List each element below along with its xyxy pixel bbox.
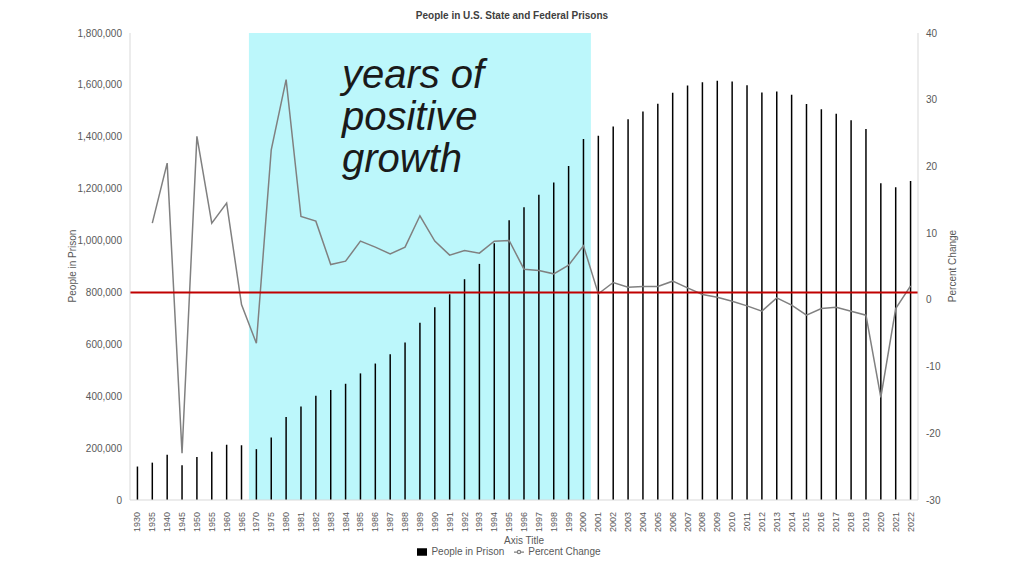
svg-text:1988: 1988 <box>400 512 410 532</box>
svg-text:20: 20 <box>926 161 938 172</box>
svg-text:1989: 1989 <box>415 512 425 532</box>
svg-text:1992: 1992 <box>460 512 470 532</box>
svg-text:2011: 2011 <box>742 512 752 531</box>
svg-text:1994: 1994 <box>489 512 499 532</box>
svg-text:2010: 2010 <box>727 512 737 532</box>
svg-text:1995: 1995 <box>504 512 514 532</box>
html-text:People in Prison: People in Prison <box>431 546 505 557</box>
svg-text:2021: 2021 <box>891 512 901 532</box>
html-text:Percent Change: Percent Change <box>946 229 958 303</box>
svg-text:200,000: 200,000 <box>86 443 123 454</box>
svg-text:2009: 2009 <box>712 512 722 532</box>
svg-text:-10: -10 <box>926 361 941 372</box>
svg-text:1990: 1990 <box>430 512 440 532</box>
svg-text:1996: 1996 <box>519 512 529 532</box>
svg-text:1,000,000: 1,000,000 <box>78 235 123 246</box>
svg-text:2014: 2014 <box>787 512 797 532</box>
svg-text:2005: 2005 <box>653 512 663 532</box>
svg-text:1986: 1986 <box>370 512 380 532</box>
svg-text:2019: 2019 <box>861 512 871 532</box>
svg-text:1965: 1965 <box>237 512 247 532</box>
svg-text:2004: 2004 <box>638 512 648 532</box>
svg-text:2012: 2012 <box>757 512 767 532</box>
html-text:People in Prison: People in Prison <box>66 229 78 303</box>
svg-text:2016: 2016 <box>816 512 826 532</box>
svg-text:1985: 1985 <box>355 512 365 532</box>
svg-text:2022: 2022 <box>906 512 916 532</box>
svg-text:2020: 2020 <box>876 512 886 532</box>
html-text:People in U.S. State and Feder: People in U.S. State and Federal Prisons <box>415 10 609 21</box>
svg-text:positive: positive <box>341 94 478 138</box>
svg-text:1983: 1983 <box>326 512 336 532</box>
html-text:Percent Change: Percent Change <box>528 546 601 557</box>
svg-text:growth: growth <box>342 136 462 180</box>
svg-text:40: 40 <box>926 28 938 39</box>
svg-text:1,200,000: 1,200,000 <box>78 183 123 194</box>
svg-text:1993: 1993 <box>474 512 484 532</box>
svg-text:0: 0 <box>116 495 122 506</box>
svg-text:1997: 1997 <box>534 512 544 532</box>
svg-text:1981: 1981 <box>296 512 306 532</box>
svg-text:1955: 1955 <box>207 512 217 532</box>
svg-text:2015: 2015 <box>801 512 811 532</box>
svg-text:1984: 1984 <box>341 512 351 532</box>
svg-text:1,800,000: 1,800,000 <box>78 28 123 39</box>
svg-text:1999: 1999 <box>564 512 574 532</box>
svg-text:2018: 2018 <box>846 512 856 532</box>
svg-text:1970: 1970 <box>251 512 261 532</box>
svg-text:years of: years of <box>339 52 488 96</box>
svg-text:-20: -20 <box>926 428 941 439</box>
svg-text:400,000: 400,000 <box>86 391 123 402</box>
svg-text:2006: 2006 <box>668 512 678 532</box>
svg-text:1991: 1991 <box>445 512 455 532</box>
svg-text:1,600,000: 1,600,000 <box>78 79 123 90</box>
svg-text:1940: 1940 <box>162 512 172 532</box>
svg-text:1945: 1945 <box>177 512 187 532</box>
svg-text:Axis Title: Axis Title <box>504 535 544 546</box>
svg-text:2007: 2007 <box>683 512 693 532</box>
svg-text:2000: 2000 <box>578 512 588 532</box>
svg-text:10: 10 <box>926 228 938 239</box>
svg-text:800,000: 800,000 <box>86 287 123 298</box>
svg-text:1,400,000: 1,400,000 <box>78 131 123 142</box>
svg-text:1980: 1980 <box>281 512 291 532</box>
svg-text:1982: 1982 <box>311 512 321 532</box>
svg-text:2008: 2008 <box>697 512 707 532</box>
svg-text:1987: 1987 <box>385 512 395 532</box>
svg-text:2013: 2013 <box>772 512 782 532</box>
svg-text:1935: 1935 <box>147 512 157 532</box>
svg-text:-30: -30 <box>926 495 941 506</box>
svg-text:1975: 1975 <box>266 512 276 532</box>
svg-text:2017: 2017 <box>831 512 841 532</box>
svg-text:2001: 2001 <box>593 512 603 532</box>
svg-text:2002: 2002 <box>608 512 618 532</box>
svg-text:30: 30 <box>926 94 938 105</box>
svg-text:0: 0 <box>926 294 932 305</box>
svg-text:2003: 2003 <box>623 512 633 532</box>
svg-text:1950: 1950 <box>192 512 202 532</box>
svg-text:1998: 1998 <box>549 512 559 532</box>
svg-text:1930: 1930 <box>132 512 142 532</box>
svg-text:1960: 1960 <box>222 512 232 532</box>
svg-text:600,000: 600,000 <box>86 339 123 350</box>
